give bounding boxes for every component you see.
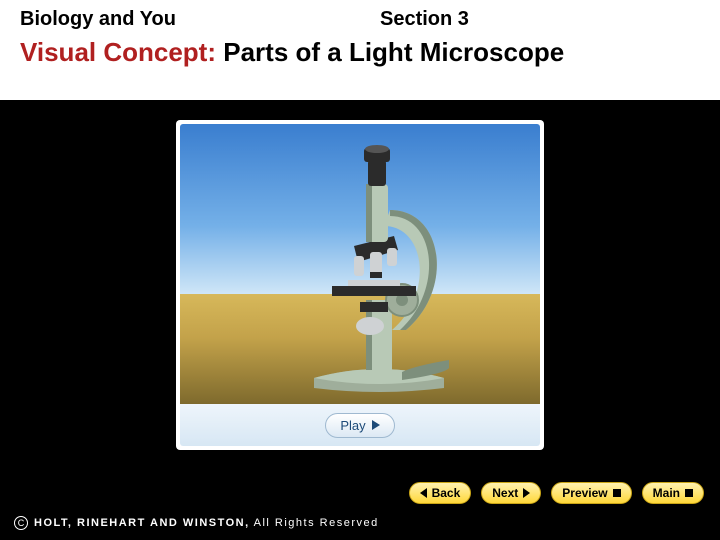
header-chapter: Biology and You [20, 8, 176, 31]
microscope-illustration [294, 130, 464, 395]
copyright: C HOLT, RINEHART AND WINSTON, All Rights… [14, 516, 379, 530]
media-controls: Play [180, 404, 540, 446]
main-button[interactable]: Main [642, 482, 704, 504]
header-section: Section 3 [380, 8, 469, 31]
main-icon [685, 489, 693, 497]
back-label: Back [432, 486, 461, 500]
main-label: Main [653, 486, 680, 500]
footer-nav: Back Next Preview Main [409, 482, 704, 504]
title-highlight: Visual Concept: [20, 37, 216, 67]
play-icon [372, 420, 380, 430]
next-label: Next [492, 486, 518, 500]
copyright-icon: C [14, 516, 28, 530]
play-label: Play [340, 418, 365, 433]
title-rest: Parts of a Light Microscope [216, 37, 564, 67]
preview-button[interactable]: Preview [551, 482, 631, 504]
back-button[interactable]: Back [409, 482, 472, 504]
copyright-rights: All Rights Reserved [250, 517, 379, 529]
next-icon [523, 488, 530, 498]
preview-icon [613, 489, 621, 497]
preview-label: Preview [562, 486, 607, 500]
next-button[interactable]: Next [481, 482, 541, 504]
media-player: Play [176, 120, 544, 450]
copyright-publisher: HOLT, RINEHART AND WINSTON, [34, 517, 250, 529]
play-button[interactable]: Play [325, 413, 394, 438]
slide-title: Visual Concept: Parts of a Light Microsc… [20, 38, 564, 68]
back-icon [420, 488, 427, 498]
